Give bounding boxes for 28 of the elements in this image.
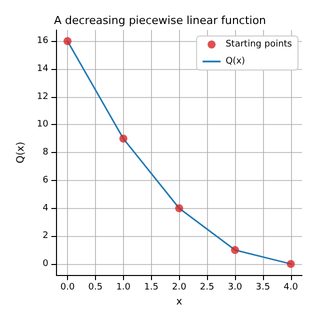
chart-title: A decreasing piecewise linear function <box>54 14 266 27</box>
x-tick-label: 1.5 <box>144 282 158 293</box>
x-tick-label: 3.5 <box>256 282 270 293</box>
x-tick-label: 3.0 <box>228 282 242 293</box>
legend-label: Q(x) <box>226 56 246 66</box>
x-axis-title: x <box>176 296 182 308</box>
x-tick-label: 4.0 <box>284 282 298 293</box>
legend-label: Starting points <box>226 40 292 50</box>
point <box>286 260 295 268</box>
x-tick-label: 2.5 <box>200 282 214 293</box>
point <box>64 37 72 46</box>
y-tick-label: 2 <box>42 231 48 242</box>
y-tick-label: 6 <box>42 175 49 186</box>
x-tick-label: 1.0 <box>116 282 131 293</box>
y-tick-label: 0 <box>42 258 49 269</box>
x-tick-label: 2.0 <box>172 282 187 293</box>
y-tick-label: 16 <box>36 36 49 46</box>
x-tick-label: 0.0 <box>60 282 75 293</box>
y-tick-label: 8 <box>42 148 49 158</box>
point <box>175 204 184 212</box>
y-tick-label: 10 <box>36 120 49 130</box>
point <box>119 134 128 143</box>
y-tick-label: 12 <box>36 92 48 102</box>
y-axis-title: Q(x) <box>16 142 26 164</box>
y-tick-label: 4 <box>42 203 49 214</box>
y-tick-label: 14 <box>36 64 49 74</box>
point <box>231 246 240 254</box>
x-tick-label: 0.5 <box>88 282 103 293</box>
